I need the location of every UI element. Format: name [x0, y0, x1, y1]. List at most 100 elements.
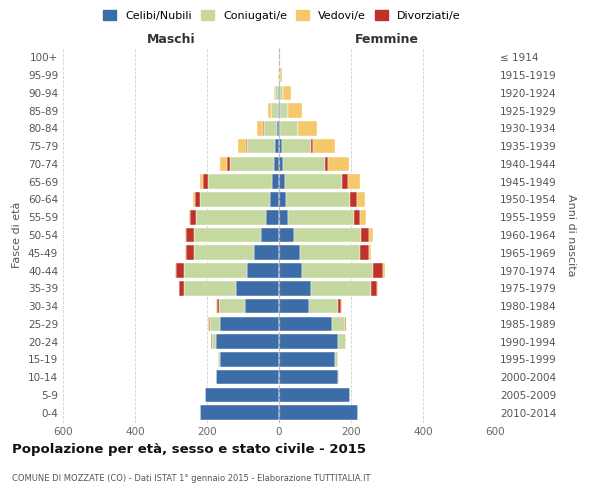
Bar	[279, 86, 280, 100]
Bar	[302, 264, 373, 278]
Bar	[185, 246, 187, 260]
Bar	[275, 86, 278, 100]
Bar	[279, 228, 294, 242]
Bar	[185, 228, 187, 242]
Bar	[361, 228, 370, 242]
Bar	[245, 139, 247, 154]
Bar	[383, 264, 385, 278]
Bar	[212, 334, 216, 349]
Bar	[279, 121, 280, 136]
Bar	[205, 388, 279, 402]
Bar	[311, 281, 371, 295]
Bar	[196, 210, 266, 224]
Bar	[200, 174, 203, 189]
Bar	[279, 104, 280, 118]
Bar	[279, 50, 280, 64]
Bar	[277, 121, 279, 136]
Bar	[280, 104, 288, 118]
Y-axis label: Fasce di età: Fasce di età	[13, 202, 22, 268]
Bar	[176, 264, 184, 278]
Bar	[280, 86, 283, 100]
Bar	[286, 192, 350, 206]
Bar	[208, 174, 272, 189]
Bar	[216, 370, 279, 384]
Bar	[283, 156, 325, 171]
Bar	[194, 246, 254, 260]
Bar	[308, 299, 338, 314]
Bar	[247, 264, 279, 278]
Bar	[279, 264, 302, 278]
Bar	[345, 316, 346, 331]
Bar	[283, 86, 291, 100]
Bar	[279, 334, 338, 349]
Bar	[236, 281, 279, 295]
Bar	[294, 228, 361, 242]
Bar	[311, 139, 313, 154]
Bar	[266, 210, 279, 224]
Bar	[279, 139, 282, 154]
Bar	[298, 121, 317, 136]
Bar	[179, 281, 184, 295]
Bar	[338, 370, 339, 384]
Bar	[279, 174, 286, 189]
Bar	[360, 210, 366, 224]
Bar	[263, 121, 277, 136]
Bar	[279, 388, 350, 402]
Bar	[279, 370, 338, 384]
Bar	[279, 192, 286, 206]
Bar	[377, 281, 378, 295]
Bar	[279, 406, 358, 420]
Bar	[328, 156, 349, 171]
Bar	[279, 352, 335, 366]
Bar	[361, 246, 369, 260]
Bar	[343, 174, 348, 189]
Bar	[268, 104, 271, 118]
Bar	[272, 174, 279, 189]
Bar	[187, 228, 194, 242]
Bar	[288, 210, 353, 224]
Bar	[195, 192, 200, 206]
Bar	[219, 299, 245, 314]
Bar	[274, 86, 275, 100]
Bar	[247, 139, 275, 154]
Bar	[189, 210, 190, 224]
Bar	[357, 192, 365, 206]
Bar	[220, 316, 279, 331]
Bar	[348, 174, 359, 189]
Bar	[279, 316, 332, 331]
Bar	[271, 104, 278, 118]
Bar	[300, 246, 361, 260]
Bar	[338, 299, 341, 314]
Bar	[279, 68, 280, 82]
Bar	[313, 139, 335, 154]
Bar	[190, 210, 196, 224]
Bar	[175, 264, 176, 278]
Text: COMUNE DI MOZZATE (CO) - Dati ISTAT 1° gennaio 2015 - Elaborazione TUTTITALIA.IT: COMUNE DI MOZZATE (CO) - Dati ISTAT 1° g…	[12, 474, 371, 483]
Bar	[370, 228, 373, 242]
Bar	[220, 156, 227, 171]
Bar	[280, 68, 281, 82]
Text: Maschi: Maschi	[146, 32, 196, 46]
Bar	[274, 156, 279, 171]
Bar	[227, 156, 230, 171]
Bar	[218, 352, 220, 366]
Legend: Celibi/Nubili, Coniugati/e, Vedovi/e, Divorziati/e: Celibi/Nubili, Coniugati/e, Vedovi/e, Di…	[101, 8, 463, 23]
Bar	[332, 316, 345, 331]
Bar	[278, 104, 279, 118]
Bar	[257, 121, 263, 136]
Bar	[209, 316, 220, 331]
Bar	[270, 192, 279, 206]
Bar	[338, 334, 346, 349]
Bar	[184, 281, 236, 295]
Bar	[217, 299, 219, 314]
Bar	[280, 121, 298, 136]
Bar	[245, 299, 279, 314]
Bar	[187, 246, 194, 260]
Bar	[200, 192, 270, 206]
Bar	[369, 246, 371, 260]
Bar	[286, 174, 343, 189]
Bar	[282, 139, 311, 154]
Bar	[350, 192, 357, 206]
Bar	[288, 104, 302, 118]
Bar	[278, 86, 279, 100]
